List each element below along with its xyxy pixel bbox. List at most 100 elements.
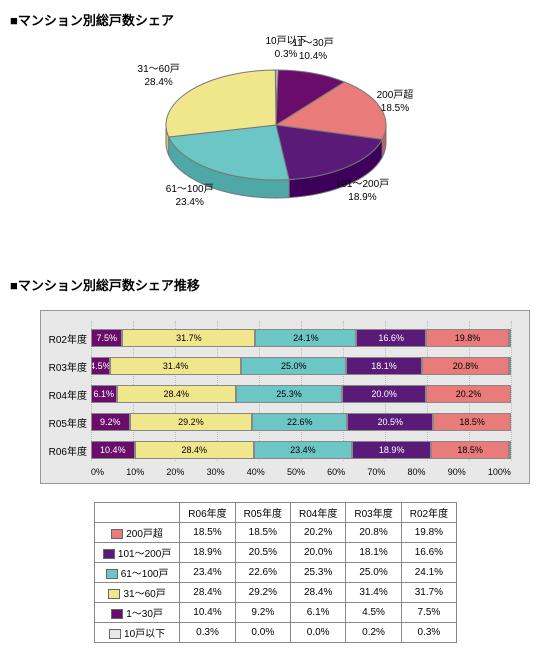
- bar-segment: [509, 441, 511, 459]
- table-cell: 0.0%: [291, 623, 346, 643]
- bar-segment: 31.4%: [110, 357, 242, 375]
- table-cell: 31.4%: [346, 583, 401, 603]
- bar-row-label: R06年度: [43, 443, 87, 458]
- axis-tick: 0%: [91, 467, 104, 477]
- bar-segment: 22.6%: [252, 413, 347, 431]
- table-col-header: [94, 503, 179, 523]
- bar-segment: 7.5%: [91, 329, 122, 347]
- table-cell: 0.0%: [235, 623, 290, 643]
- bar-segment: 20.8%: [422, 357, 509, 375]
- bar-segment: 9.2%: [91, 413, 130, 431]
- bar-segment: 31.7%: [122, 329, 255, 347]
- table-cell: 9.2%: [235, 603, 290, 623]
- bar-row: R04年度6.1%28.4%25.3%20.0%20.2%: [91, 383, 511, 405]
- table-row: 61～100戸23.4%22.6%25.3%25.0%24.1%: [94, 563, 456, 583]
- data-table: R06年度R05年度R04年度R03年度R02年度 200戸超18.5%18.5…: [94, 502, 457, 643]
- axis-tick: 40%: [247, 467, 265, 477]
- table-col-header: R06年度: [180, 503, 235, 523]
- pie-label: 101～200戸18.9%: [336, 178, 389, 204]
- bar-segment: 18.9%: [352, 441, 431, 459]
- legend-cell: 61～100戸: [94, 563, 179, 583]
- axis-tick: 60%: [327, 467, 345, 477]
- table-cell: 19.8%: [401, 523, 456, 543]
- table-cell: 20.2%: [291, 523, 346, 543]
- bar-segment: 25.0%: [241, 357, 346, 375]
- legend-cell: 31～60戸: [94, 583, 179, 603]
- pie-label: 31～60戸28.4%: [138, 63, 180, 89]
- bar-segment: 29.2%: [130, 413, 253, 431]
- bar-segment: 28.4%: [117, 385, 236, 403]
- table-cell: 29.2%: [235, 583, 290, 603]
- bar-row-label: R03年度: [43, 359, 87, 374]
- legend-cell: 1～30戸: [94, 603, 179, 623]
- table-cell: 28.4%: [180, 583, 235, 603]
- table-cell: 25.0%: [346, 563, 401, 583]
- bar-segment: 23.4%: [254, 441, 352, 459]
- pie-chart: 10戸以下0.3%11～30戸10.4%200戸超18.5%101～200戸18…: [96, 45, 456, 245]
- legend-cell: 200戸超: [94, 523, 179, 543]
- table-col-header: R05年度: [235, 503, 290, 523]
- bar-segment: 16.6%: [356, 329, 426, 347]
- table-cell: 18.9%: [180, 543, 235, 563]
- pie-label: 61～100戸23.4%: [166, 183, 214, 209]
- bar-segment: 20.0%: [342, 385, 426, 403]
- bar-segment: 19.8%: [426, 329, 509, 347]
- bar-segment: [509, 357, 511, 375]
- table-cell: 0.2%: [346, 623, 401, 643]
- pie-label: 11～30戸10.4%: [292, 37, 334, 63]
- table-cell: 25.3%: [291, 563, 346, 583]
- bar-segment: 18.5%: [433, 413, 511, 431]
- bar-row: R06年度10.4%28.4%23.4%18.9%18.5%: [91, 439, 511, 461]
- bar-segment: 6.1%: [91, 385, 117, 403]
- table-cell: 4.5%: [346, 603, 401, 623]
- bar-row: R02年度7.5%31.7%24.1%16.6%19.8%: [91, 327, 511, 349]
- bar-row-label: R04年度: [43, 387, 87, 402]
- section1-title: ■マンション別総戸数シェア: [10, 10, 541, 29]
- table-col-header: R04年度: [291, 503, 346, 523]
- axis-tick: 50%: [287, 467, 305, 477]
- table-row: 31～60戸28.4%29.2%28.4%31.4%31.7%: [94, 583, 456, 603]
- axis-tick: 80%: [408, 467, 426, 477]
- table-cell: 31.7%: [401, 583, 456, 603]
- bar-row-label: R05年度: [43, 415, 87, 430]
- bar-row: R05年度9.2%29.2%22.6%20.5%18.5%: [91, 411, 511, 433]
- bar-row-label: R02年度: [43, 331, 87, 346]
- table-cell: 7.5%: [401, 603, 456, 623]
- bar-segment: 20.2%: [426, 385, 511, 403]
- bar-segment: 10.4%: [91, 441, 135, 459]
- bar-segment: 28.4%: [135, 441, 254, 459]
- table-cell: 16.6%: [401, 543, 456, 563]
- legend-cell: 10戸以下: [94, 623, 179, 643]
- table-cell: 0.3%: [401, 623, 456, 643]
- table-cell: 18.5%: [180, 523, 235, 543]
- table-cell: 0.3%: [180, 623, 235, 643]
- table-cell: 6.1%: [291, 603, 346, 623]
- axis-tick: 90%: [448, 467, 466, 477]
- axis-tick: 20%: [166, 467, 184, 477]
- bar-segment: 25.3%: [236, 385, 342, 403]
- table-row: 1～30戸10.4%9.2%6.1%4.5%7.5%: [94, 603, 456, 623]
- axis-tick: 100%: [488, 467, 511, 477]
- table-cell: 18.1%: [346, 543, 401, 563]
- table-cell: 20.8%: [346, 523, 401, 543]
- axis-tick: 10%: [126, 467, 144, 477]
- table-row: 101～200戸18.9%20.5%20.0%18.1%16.6%: [94, 543, 456, 563]
- table-col-header: R02年度: [401, 503, 456, 523]
- table-cell: 20.5%: [235, 543, 290, 563]
- bar-segment: 24.1%: [255, 329, 356, 347]
- bar-segment: 18.1%: [346, 357, 422, 375]
- pie-label: 200戸超18.5%: [377, 89, 414, 115]
- axis-tick: 70%: [367, 467, 385, 477]
- bar-segment: [509, 329, 511, 347]
- table-cell: 28.4%: [291, 583, 346, 603]
- table-col-header: R03年度: [346, 503, 401, 523]
- bar-segment: 18.5%: [431, 441, 509, 459]
- section2-title: ■マンション別総戸数シェア推移: [10, 275, 541, 294]
- stacked-bar-chart: R02年度7.5%31.7%24.1%16.6%19.8%R03年度4.5%31…: [40, 310, 530, 484]
- bar-segment: 20.5%: [347, 413, 433, 431]
- bar-segment: 4.5%: [91, 357, 110, 375]
- table-cell: 20.0%: [291, 543, 346, 563]
- table-row: 10戸以下0.3%0.0%0.0%0.2%0.3%: [94, 623, 456, 643]
- table-cell: 18.5%: [235, 523, 290, 543]
- axis-tick: 30%: [207, 467, 225, 477]
